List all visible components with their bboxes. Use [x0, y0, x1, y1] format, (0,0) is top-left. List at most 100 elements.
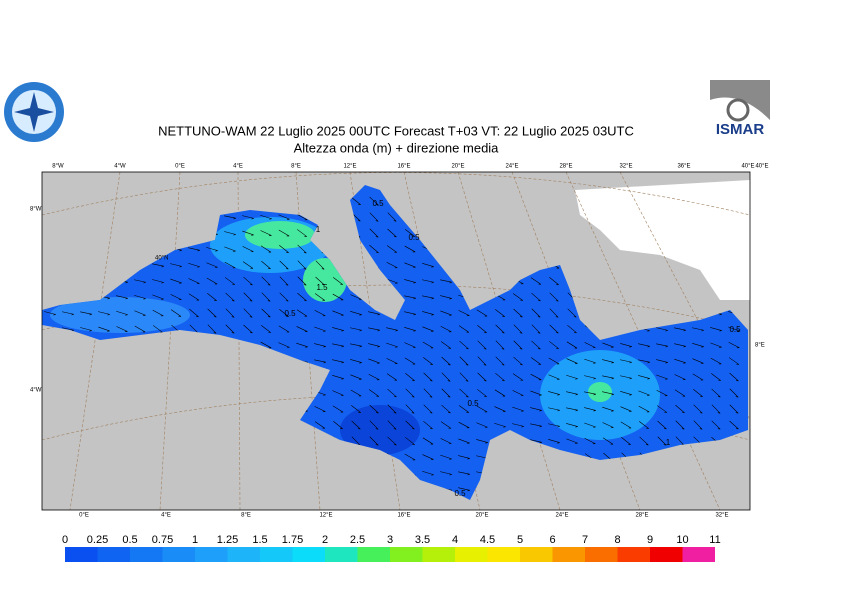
- wave-arrow: [675, 404, 685, 414]
- lon-label: 24°E: [555, 513, 568, 519]
- wave-arrow: [459, 356, 469, 366]
- wave-arrow: [332, 405, 344, 413]
- wave-arrow: [512, 390, 524, 397]
- wave-arrow: [116, 295, 128, 300]
- wave-arrow: [350, 374, 362, 380]
- colorbar-box: [487, 547, 520, 562]
- wave-arrow: [440, 421, 452, 429]
- wave-arrow: [278, 342, 290, 348]
- wave-arrow: [260, 230, 272, 236]
- colorbar-label: 9: [647, 534, 653, 546]
- wave-arrow: [495, 324, 505, 334]
- wave-arrow: [513, 356, 523, 366]
- wave-arrow: [314, 406, 326, 413]
- wave-arrow: [530, 373, 542, 381]
- wave-arrow: [440, 341, 452, 349]
- wave-arrow: [567, 324, 577, 334]
- wave-arrow: [296, 342, 308, 348]
- wave-arrow: [296, 326, 308, 333]
- wave-arrow: [494, 406, 506, 412]
- wave-arrow: [332, 327, 344, 332]
- wave-arrow: [548, 423, 560, 428]
- wave-arrow: [297, 244, 307, 254]
- wave-arrow: [279, 260, 289, 270]
- wave-arrow: [602, 342, 614, 348]
- wave-arrow: [674, 327, 686, 332]
- wave-arrow: [404, 453, 416, 461]
- wave-arrow: [531, 308, 541, 318]
- lon-label: 28°E: [635, 513, 648, 519]
- wave-arrow: [350, 294, 362, 300]
- wave-arrow: [620, 391, 632, 396]
- wave-arrow: [332, 293, 344, 301]
- colorbar-label: 5: [517, 534, 523, 546]
- wave-arrow: [332, 359, 344, 364]
- wave-arrow: [584, 438, 596, 445]
- wave-arrow: [566, 358, 578, 364]
- wave-arrow: [386, 245, 398, 253]
- wave-arrow: [404, 311, 416, 316]
- wave-arrow: [350, 343, 362, 348]
- wave-arrow: [423, 404, 433, 414]
- wave-arrow: [296, 213, 308, 221]
- wave-arrow: [657, 436, 667, 446]
- wave-arrow: [620, 375, 632, 380]
- lon-label: 0°E: [175, 164, 185, 170]
- lon-label: 8°E: [241, 513, 251, 519]
- lon-label: 32°E: [619, 164, 632, 170]
- wave-arrow: [675, 420, 685, 430]
- wave-arrow: [656, 405, 668, 413]
- contour-label: 0.5: [467, 399, 479, 408]
- map-area: [42, 172, 750, 510]
- colorbar-label: 7: [582, 534, 588, 546]
- wave-arrow: [243, 292, 253, 302]
- subtitle: Altezza onda (m) + direzione media: [294, 140, 500, 155]
- wave-arrow: [170, 278, 182, 284]
- wave-arrow: [458, 438, 470, 444]
- contour-label: 0.5: [372, 199, 384, 208]
- wave-arrow: [422, 279, 434, 284]
- wave-arrow: [531, 340, 541, 350]
- lon-label: 32°E: [715, 513, 728, 519]
- wave-arrow: [423, 357, 433, 365]
- wave-arrow: [279, 276, 289, 286]
- wave-arrow: [224, 231, 236, 236]
- wave-arrow: [549, 324, 559, 334]
- wave-arrow: [405, 404, 415, 414]
- wave-arrow: [333, 420, 343, 430]
- wave-arrow: [729, 388, 739, 398]
- wave-arrow: [296, 309, 308, 317]
- wave-arrow: [423, 372, 433, 382]
- lon-label: 8°E: [291, 164, 301, 170]
- wave-arrow: [225, 324, 235, 334]
- wave-arrow: [350, 359, 362, 364]
- wave-arrow: [386, 358, 398, 365]
- wave-arrow: [602, 422, 614, 428]
- wave-arrow: [369, 244, 379, 254]
- wave-arrow: [459, 340, 469, 350]
- wave-arrow: [134, 279, 146, 284]
- wave-arrow: [602, 375, 614, 380]
- lat-label: 40°N: [155, 256, 168, 262]
- wave-arrow: [674, 343, 686, 348]
- contour-label: 0.5: [408, 233, 420, 242]
- wave-arrow: [710, 342, 722, 348]
- lon-label: 4°W: [114, 164, 126, 170]
- wave-arrow: [458, 455, 470, 460]
- wave-arrow: [512, 406, 524, 412]
- wave-arrow: [549, 292, 559, 302]
- wave-arrow: [134, 295, 146, 300]
- wave-arrow: [279, 308, 289, 318]
- lon-label: 20°E: [451, 164, 464, 170]
- wave-arrow: [548, 439, 560, 444]
- wave-arrow: [404, 279, 416, 284]
- wave-arrow: [368, 327, 380, 332]
- wave-arrow: [404, 357, 416, 365]
- wave-arrow: [386, 373, 398, 381]
- wave-arrow: [729, 372, 739, 382]
- wave-arrow: [422, 437, 434, 445]
- wave-arrow: [314, 309, 326, 317]
- wave-arrow: [441, 372, 451, 382]
- wave-arrow: [242, 261, 254, 269]
- colorbar-box: [650, 547, 683, 562]
